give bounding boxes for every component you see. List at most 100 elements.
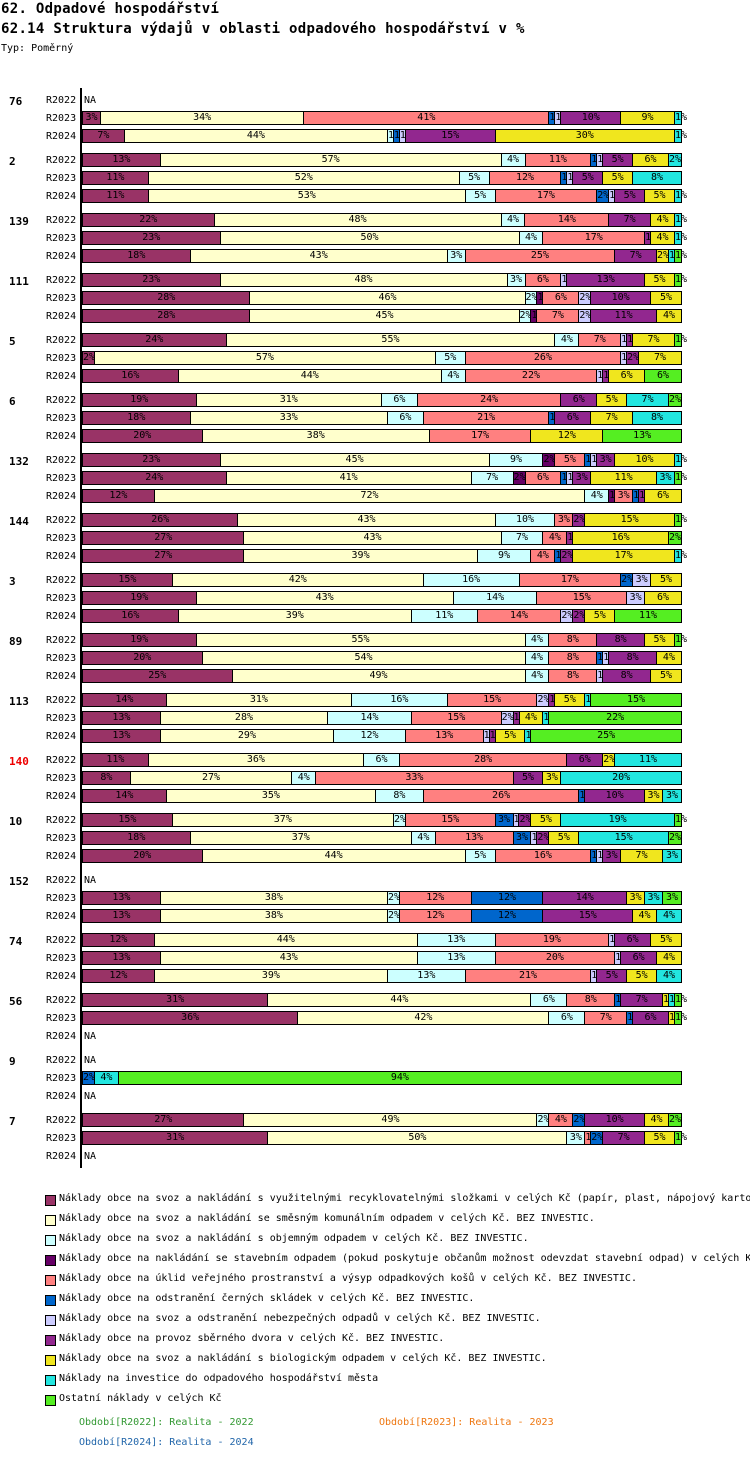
bar-segment: 2% <box>519 310 532 322</box>
bar-segment: 9% <box>621 112 675 124</box>
bar-segment: 5% <box>603 172 634 184</box>
group-label: 132 <box>9 455 29 468</box>
bar-segment: 5% <box>651 574 681 586</box>
bar-segment: 52% <box>148 172 460 184</box>
bar-segment: 21% <box>423 412 550 424</box>
period-label: R2023 <box>46 713 77 724</box>
group-label: 111 <box>9 275 29 288</box>
bar: 13% 38% 2% 12% 12% 15% 4% 4% <box>82 909 682 923</box>
bar-segment: 3% <box>645 790 664 802</box>
bar: 12%44%13%19%1%6%5% <box>82 933 682 947</box>
bar-segment: 4% <box>651 232 675 244</box>
bar: 15% 42% 16% 17% 2% 3% 5% <box>82 573 682 587</box>
period-label: R2022 <box>46 215 77 226</box>
bar-segment: 25% <box>465 250 616 262</box>
bar-segment: 2% <box>579 310 592 322</box>
bar-segment: 27% <box>83 1114 245 1126</box>
bar: 20% 38% 17% 12% 13% <box>82 429 682 443</box>
bar-segment: 2% <box>561 610 574 622</box>
bar-segment: 3% <box>603 850 622 862</box>
bar: 28%45%2%1%7%2%11%4% <box>82 309 682 323</box>
bar-segment: 27% <box>130 772 293 784</box>
bar-segment: 4% <box>519 232 544 244</box>
legend-label: Náklady obce na úklid veřejného prostran… <box>59 1273 637 1284</box>
bar: 13%43%13%20%1%6%4% <box>82 951 682 965</box>
bar-segment: 11% <box>411 610 478 622</box>
bar-segment: 26% <box>83 514 239 526</box>
period-label: R2024 <box>46 371 77 382</box>
bar-segment: 19% <box>83 394 197 406</box>
bar-segment: 3% <box>663 850 681 862</box>
bar-segment: 13% <box>83 154 161 166</box>
bar: 14%31%16%15%2%1%5%1%15% <box>82 693 682 707</box>
bar-segment: 3% <box>495 814 514 826</box>
bar-segment: 4% <box>441 370 466 382</box>
bar-segment: 8% <box>603 670 652 682</box>
bar-segment: 4% <box>531 550 556 562</box>
bar-segment: 13% <box>405 730 484 742</box>
bar: 12%72%4%1%3%1%1%6% <box>82 489 682 503</box>
period-label: R2023 <box>46 1073 77 1084</box>
bar-segment: 6% <box>381 394 418 406</box>
bar-segment: 3% <box>543 772 562 784</box>
bar-segment: 2% <box>83 352 96 364</box>
stacked-bar-chart: 76R2022NAR20233%34%41%1%1%10%9%1%R20247%… <box>9 88 688 1168</box>
bar-segment: 2% <box>668 1114 682 1126</box>
bar-segment: 4% <box>525 670 550 682</box>
bar-segment: 2% <box>668 154 682 166</box>
bar-segment: 24% <box>83 334 227 346</box>
bar: 16% 39% 11% 14% 2% 2% 5% 11% <box>82 609 682 623</box>
group-label: 7 <box>9 1115 16 1128</box>
legend-swatch <box>45 1195 56 1206</box>
period-label: R2023 <box>46 233 77 244</box>
bar-segment: 4% <box>555 334 580 346</box>
bar-segment: 12% <box>489 172 562 184</box>
bar-segment: 6% <box>387 412 424 424</box>
bar-segment: 3% <box>507 274 526 286</box>
bar-segment: 15% <box>591 694 681 706</box>
na-label: NA <box>84 1151 97 1162</box>
bar-segment: 5% <box>645 190 675 202</box>
bar-segment: 10% <box>591 292 652 304</box>
bar-segment: 27% <box>83 550 245 562</box>
bar-segment: 2% <box>591 1132 604 1144</box>
legend-swatch <box>45 1275 56 1286</box>
bar-segment: 4% <box>519 712 544 724</box>
bar-segment: 16% <box>573 532 669 544</box>
period-label: R2022 <box>46 635 77 646</box>
bar-segment: 6% <box>561 394 598 406</box>
legend-swatch <box>45 1235 56 1246</box>
bar-segment: 4% <box>525 634 550 646</box>
na-label: NA <box>84 1091 97 1102</box>
bar-segment: 31% <box>83 1132 269 1144</box>
bar-segment: 13% <box>83 892 161 904</box>
bar-segment: 5% <box>597 394 628 406</box>
bar-segment: 14% <box>83 790 167 802</box>
bar-segment: 33% <box>316 772 514 784</box>
bar-segment: 72% <box>154 490 586 502</box>
period-label: R2024 <box>46 311 77 322</box>
legend-label: Náklady obce na odstranění černých sklád… <box>59 1293 475 1304</box>
bar-segment: 2% <box>387 892 401 904</box>
bar: 20%54%4%8%1%1%8%4% <box>82 651 682 665</box>
bar-segment: 6% <box>645 592 681 604</box>
bar: 13% 38% 2% 12% 12% 14% 3% 3% 3% <box>82 891 682 905</box>
bar-segment: 1% <box>674 550 688 562</box>
bar-segment: 2% <box>537 832 550 844</box>
bar-segment: 8% <box>609 652 657 664</box>
bar-segment: 2% <box>669 394 682 406</box>
bar-segment: 7% <box>609 214 652 226</box>
legend-swatch <box>45 1215 56 1226</box>
group-label: 56 <box>9 995 23 1008</box>
bar-segment: 20% <box>495 952 616 964</box>
bar-segment: 55% <box>226 334 556 346</box>
bar-segment: 13% <box>417 934 496 946</box>
bar: 19% 43% 14% 15% 3% 6% <box>82 591 682 605</box>
bar-segment: 23% <box>83 232 221 244</box>
bar-segment: 10% <box>561 112 622 124</box>
legend-label: Náklady obce na svoz a nakládání s biolo… <box>59 1353 547 1364</box>
bar-segment: 5% <box>615 190 646 202</box>
bar-segment: 12% <box>471 892 544 904</box>
period-label: R2024 <box>46 431 77 442</box>
bar-segment: 2% <box>668 832 681 844</box>
